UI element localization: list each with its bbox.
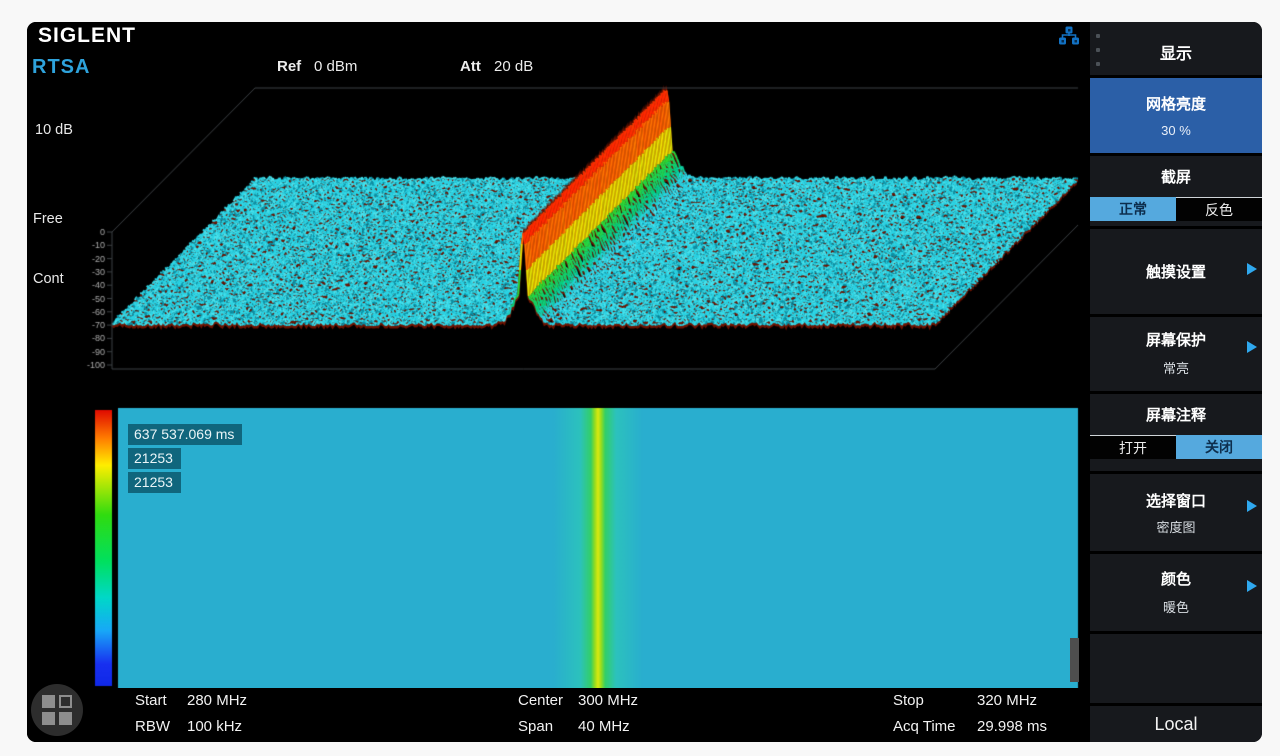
local-label: Local [1154, 714, 1198, 734]
density-count-readout-1: 21253 [128, 448, 181, 469]
spectrum-plots-canvas[interactable] [27, 22, 1080, 688]
center-freq-label: Center [518, 692, 564, 709]
scale-per-div-label: 10 dB [35, 122, 73, 138]
softkey-screen-annotation[interactable]: 屏幕注释 打开 关闭 [1090, 394, 1262, 471]
analyzer-screen: SIGLENT RTSA Ref 0 dBm Att 20 dB 10 dB F… [27, 22, 1262, 742]
ref-level-label: Ref [277, 58, 302, 75]
stop-freq-label: Stop [893, 692, 924, 709]
grid-icon [42, 695, 72, 725]
submenu-arrow-icon [1247, 580, 1257, 592]
mode-label: RTSA [32, 56, 91, 78]
display-area: SIGLENT RTSA Ref 0 dBm Att 20 dB 10 dB F… [27, 22, 1080, 742]
acq-time-label: Acq Time [893, 718, 956, 735]
screenshot-inverse-option[interactable]: 反色 [1176, 197, 1262, 221]
status-col-center-span: Center 300 MHz Span 40 MHz [518, 688, 638, 740]
softkey-menu: 显示 网格亮度 30 % 截屏 正常 反色 触摸设置 屏幕保护 常亮 屏幕注释 … [1090, 22, 1262, 742]
center-freq-value: 300 MHz [578, 692, 639, 709]
density-readout-overlay: 637 537.069 ms 21253 21253 [128, 424, 243, 493]
softkey-screen-saver[interactable]: 屏幕保护 常亮 [1090, 317, 1262, 391]
annotation-toggle: 打开 关闭 [1090, 435, 1262, 459]
select-window-value: 密度图 [1156, 520, 1196, 535]
rbw-label: RBW [135, 718, 170, 735]
attenuation-value: 20 dB [494, 58, 534, 75]
stop-freq-value: 320 MHz [977, 692, 1038, 709]
sweep-cont-label: Cont [33, 271, 64, 287]
submenu-arrow-icon [1247, 341, 1257, 353]
screenshot-normal-option[interactable]: 正常 [1090, 197, 1176, 221]
trigger-free-label: Free [33, 211, 63, 227]
density-count-readout-2: 21253 [128, 472, 181, 493]
softkey-screenshot[interactable]: 截屏 正常 反色 [1090, 156, 1262, 226]
color-value: 暖色 [1162, 600, 1189, 615]
attenuation-label: Att [460, 58, 481, 75]
menu-title-text: 显示 [1159, 46, 1192, 63]
softkey-color[interactable]: 颜色 暖色 [1090, 554, 1262, 631]
span-label: Span [518, 718, 554, 735]
submenu-arrow-icon [1247, 500, 1257, 512]
ref-level-value: 0 dBm [314, 58, 358, 75]
annotation-off-option[interactable]: 关闭 [1176, 435, 1262, 459]
grid-brightness-value: 30 % [1161, 123, 1191, 138]
home-menu-button[interactable] [31, 684, 83, 736]
acq-time-value: 29.998 ms [977, 718, 1048, 735]
status-col-start-rbw: Start 280 MHz RBW 100 kHz [135, 688, 247, 740]
screen-saver-value: 常亮 [1162, 361, 1189, 376]
rbw-value: 100 kHz [187, 718, 243, 735]
span-value: 40 MHz [578, 718, 630, 735]
softkey-grid-brightness[interactable]: 网格亮度 30 % [1090, 78, 1262, 153]
network-icon[interactable] [1058, 26, 1080, 46]
density-time-readout: 637 537.069 ms [128, 424, 243, 445]
annotation-on-option[interactable]: 打开 [1090, 435, 1176, 459]
brand-logo: SIGLENT [38, 24, 137, 47]
softkey-empty [1090, 634, 1262, 703]
start-freq-label: Start [135, 692, 167, 709]
menu-title-display: 显示 [1090, 22, 1262, 75]
status-col-stop-acq: Stop 320 MHz Acq Time 29.998 ms [893, 688, 1047, 740]
density-scrollbar-thumb[interactable] [1070, 638, 1079, 682]
start-freq-value: 280 MHz [187, 692, 248, 709]
drag-handle-dots [1096, 34, 1100, 66]
softkey-touch-settings[interactable]: 触摸设置 [1090, 229, 1262, 314]
local-remote-indicator[interactable]: Local [1090, 706, 1262, 742]
screenshot-mode-toggle: 正常 反色 [1090, 197, 1262, 221]
softkey-select-window[interactable]: 选择窗口 密度图 [1090, 474, 1262, 551]
submenu-arrow-icon [1247, 263, 1257, 275]
